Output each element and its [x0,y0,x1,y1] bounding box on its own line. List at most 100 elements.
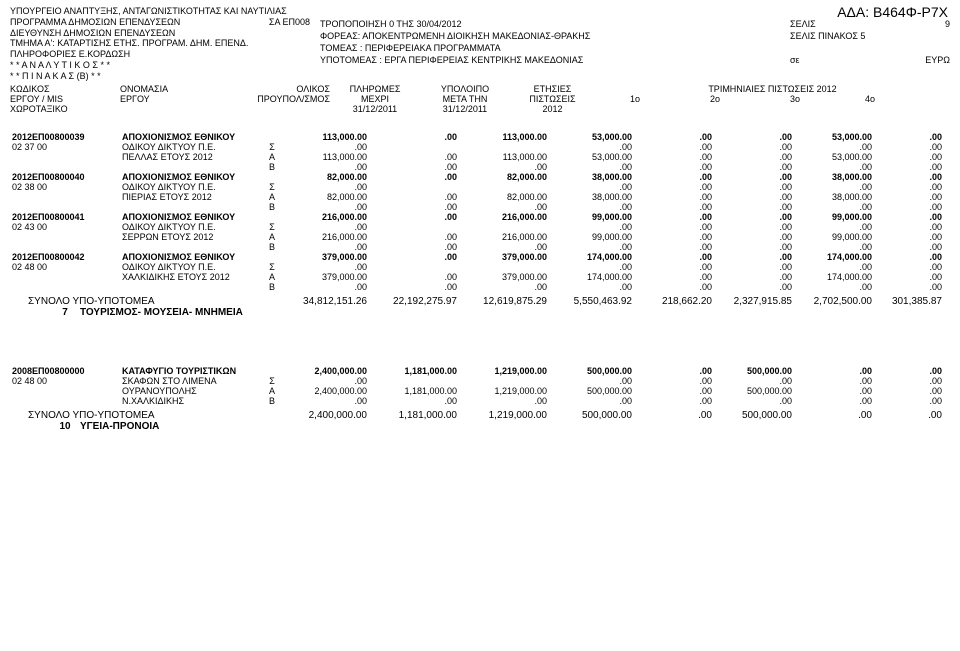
col-payments: ΜΕΧΡΙ [330,94,420,104]
table-cell: .00 [549,222,634,232]
table-cell: .00 [549,182,634,192]
table-cell: 500,000.00 [549,366,634,376]
subtotal-val: .00 [874,410,944,421]
table-cell: .00 [634,252,714,262]
table-cell: .00 [549,262,634,272]
table-cell: 53,000.00 [549,132,634,142]
table-cell: .00 [714,252,794,262]
section-row: 10 ΥΓΕΙΑ-ΠΡΟΝΟΙΑ [10,421,950,432]
table-row: ΟΥΡΑΝΟΥΠΟΛΗΣ Α 2,400,000.001,181,000.001… [10,386,950,396]
project-code: 2012ΕΠ00800041 [10,212,120,222]
table-cell: .00 [794,396,874,406]
table-cell: .00 [634,162,714,172]
col-q3: 3ο [755,94,835,104]
col-balance: 31/12/2011 [420,104,510,114]
table-cell: .00 [369,202,459,212]
table-cell: .00 [549,282,634,292]
subtotal-val: 1,181,000.00 [369,410,459,421]
table-cell: .00 [279,262,369,272]
row-letter: Σ [265,142,279,152]
project-title: ΧΑΛΚΙΔΙΚΗΣ ΕΤΟΥΣ 2012 [120,272,265,282]
row-letter: Α [265,152,279,162]
table-cell: .00 [279,162,369,172]
section-num: 7 [10,307,80,318]
table-cell: .00 [714,232,794,242]
row-letter: Α [265,192,279,202]
hdr-line: ΔΙΕΥΘΥΝΣΗ ΔΗΜΟΣΙΩΝ ΕΠΕΝΔΥΣΕΩΝ [10,28,320,39]
table-row: 2012ΕΠ00800039 ΑΠΟΧΙΟΝΙΣΜΟΣ ΕΘΝΙΚΟΥ 113,… [10,132,950,142]
projects-table: 2012ΕΠ00800039 ΑΠΟΧΙΟΝΙΣΜΟΣ ΕΘΝΙΚΟΥ 113,… [10,132,950,292]
table-cell: 174,000.00 [549,272,634,282]
table-cell: .00 [874,252,944,262]
table-cell: .00 [714,272,794,282]
table-cell: 82,000.00 [279,172,369,182]
table-row: ΠΕΛΛΑΣ ΕΤΟΥΣ 2012 Α 113,000.00.00113,000… [10,152,950,162]
row-letter: Β [265,202,279,212]
table-cell: .00 [874,366,944,376]
table-cell: .00 [714,172,794,182]
row-letter: Β [265,396,279,406]
table-cell: 1,181,000.00 [369,386,459,396]
table-row: Β .00.00.00.00.00.00.00.00 [10,202,950,212]
table-cell: .00 [634,242,714,252]
col-budget: ΟΛΙΚΟΣ [230,84,330,94]
table-cell: .00 [279,242,369,252]
col-q2: 2ο [675,94,755,104]
table-cell: .00 [714,376,794,386]
table-cell: .00 [794,142,874,152]
table-cell: .00 [714,192,794,202]
table-cell: .00 [459,242,549,252]
col-code: ΧΩΡΟΤΑΞΙΚΟ [10,104,120,114]
table-cell: 1,219,000.00 [459,366,549,376]
project-title: Ν.ΧΑΛΚΙΔΙΚΗΣ [120,396,265,406]
col-name: ΕΡΓΟΥ [120,94,230,104]
table-cell: .00 [549,202,634,212]
table-cell: .00 [794,366,874,376]
table-row: 2012ΕΠ00800040 ΑΠΟΧΙΟΝΙΣΜΟΣ ΕΘΝΙΚΟΥ 82,0… [10,172,950,182]
header-left: ΥΠΟΥΡΓΕΙΟ ΑΝΑΠΤΥΞΗΣ, ΑΝΤΑΓΩΝΙΣΤΙΚΟΤΗΤΑΣ … [10,6,320,82]
row-letter: Σ [265,262,279,272]
table-cell: .00 [369,242,459,252]
table-cell: .00 [634,262,714,272]
hdr-mid-line: ΥΠΟΤΟΜΕΑΣ : ΕΡΓΑ ΠΕΡΙΦΕΡΕΙΑΣ ΚΕΝΤΡΙΚΗΣ Μ… [320,54,790,66]
col-balance: ΜΕΤΑ ΤΗΝ [420,94,510,104]
table-cell: .00 [634,222,714,232]
table-cell: .00 [874,212,944,222]
table-cell: .00 [794,282,874,292]
table-cell: 174,000.00 [794,272,874,282]
section-title: ΤΟΥΡΙΣΜΟΣ- ΜΟΥΣΕΙΑ- ΜΝΗΜΕΙΑ [80,307,243,318]
subtotal-val: .00 [794,410,874,421]
table-cell: 216,000.00 [459,232,549,242]
table-cell: .00 [634,192,714,202]
table-cell: .00 [794,262,874,272]
table-cell: .00 [874,272,944,282]
project-code: 2012ΕΠ00800039 [10,132,120,142]
project-title: ΑΠΟΧΙΟΝΙΣΜΟΣ ΕΘΝΙΚΟΥ [120,172,265,182]
row-letter: Β [265,162,279,172]
table-cell: .00 [714,152,794,162]
col-payments: ΠΛΗΡΩΜΕΣ [330,84,420,94]
table-cell: .00 [874,242,944,252]
table-cell: .00 [369,252,459,262]
table-cell: 216,000.00 [279,212,369,222]
sa-code: ΣΑ ΕΠ008 [269,17,320,28]
project-title: ΟΔΙΚΟΥ ΔΙΚΤΥΟΥ Π.Ε. [120,222,265,232]
table-cell: 379,000.00 [279,252,369,262]
subtotal-val: 1,219,000.00 [459,410,549,421]
subtotal-val: 2,400,000.00 [279,410,369,421]
section-num: 10 [10,421,80,432]
table-cell: .00 [874,152,944,162]
table-row: Β .00.00.00.00.00.00.00.00 [10,242,950,252]
table-cell: .00 [634,212,714,222]
hdr-line: * * Α Ν Α Λ Υ Τ Ι Κ Ο Σ * * [10,60,320,71]
hdr-mid-line: ΦΟΡΕΑΣ: ΑΠΟΚΕΝΤΡΩΜΕΝΗ ΔΙΟΙΚΗΣΗ ΜΑΚΕΔΟΝΙΑ… [320,30,790,42]
table-cell: 2,400,000.00 [279,366,369,376]
project-title: ΠΙΕΡΙΑΣ ΕΤΟΥΣ 2012 [120,192,265,202]
table-cell: 113,000.00 [459,152,549,162]
table-cell: .00 [634,172,714,182]
table-cell: .00 [634,182,714,192]
subtotal-val: 500,000.00 [714,410,794,421]
table-cell: .00 [634,386,714,396]
table-cell: 174,000.00 [549,252,634,262]
table-cell: .00 [369,232,459,242]
